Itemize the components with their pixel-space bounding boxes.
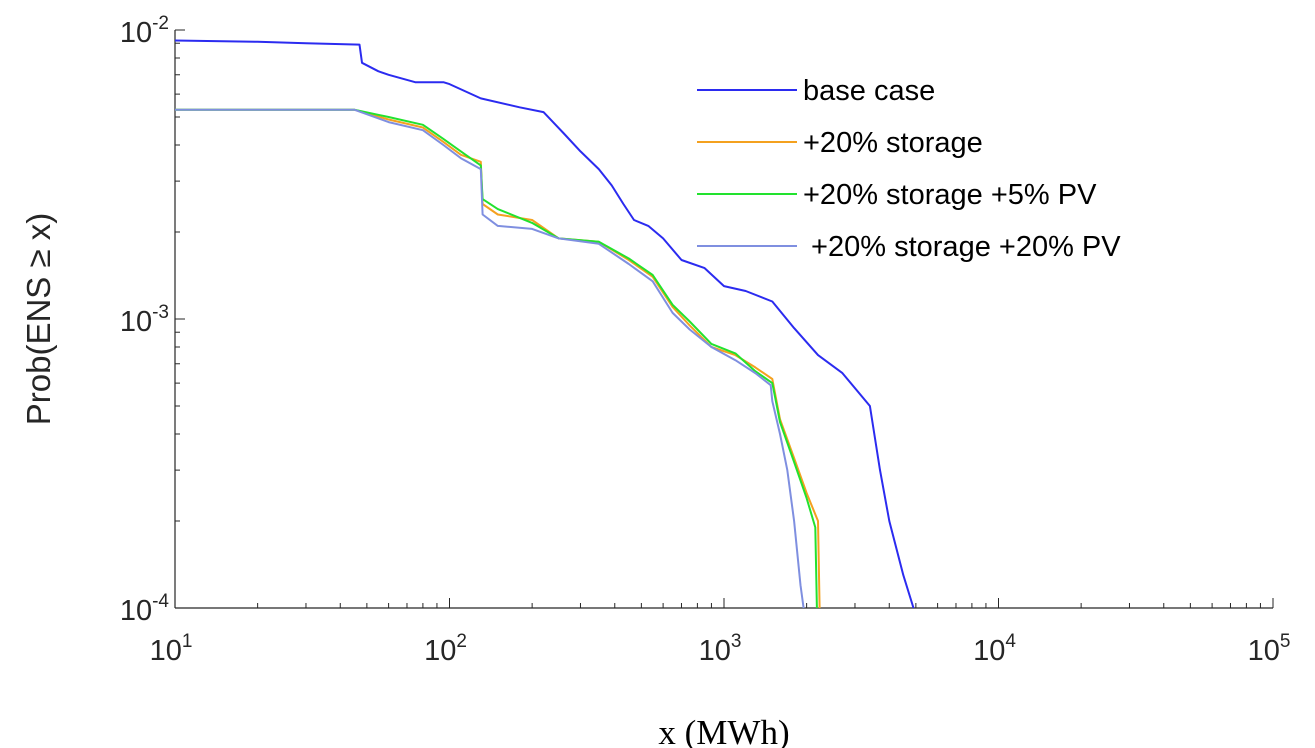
y-axis-title: Prob(ENS ≥ x) [20, 213, 57, 426]
series-line-1 [174, 39, 915, 609]
minor-ticks [175, 42, 1261, 608]
y-tick-label: 10-2 [120, 13, 169, 49]
x-tick-label: 102 [424, 631, 467, 667]
tick-labels: 101 102 103 104 105 10-4 10-3 10-2 [120, 13, 1291, 667]
legend-label: +20% storage +20% PV [803, 231, 1121, 263]
x-tick-label: 104 [973, 631, 1016, 667]
y-tick-label: 10-4 [120, 591, 170, 627]
legend: base case +20% storage +20% storage +5% PV… [697, 75, 1121, 263]
series-lines [174, 39, 915, 609]
legend-label: +20% storage +5% PV [803, 179, 1097, 211]
series-line-4 [175, 108, 805, 609]
legend-label: +20% storage [803, 127, 983, 159]
series-line-3 [175, 108, 818, 609]
x-tick-label: 105 [1248, 631, 1291, 667]
legend-label: base case [803, 75, 935, 107]
x-tick-label: 101 [150, 631, 193, 667]
series-line-2 [175, 108, 821, 609]
major-ticks [174, 29, 1274, 609]
y-tick-label: 10-3 [120, 302, 169, 338]
x-tick-label: 103 [699, 631, 742, 667]
axes [174, 29, 1274, 609]
x-axis-title: x (MWh) [658, 713, 789, 748]
